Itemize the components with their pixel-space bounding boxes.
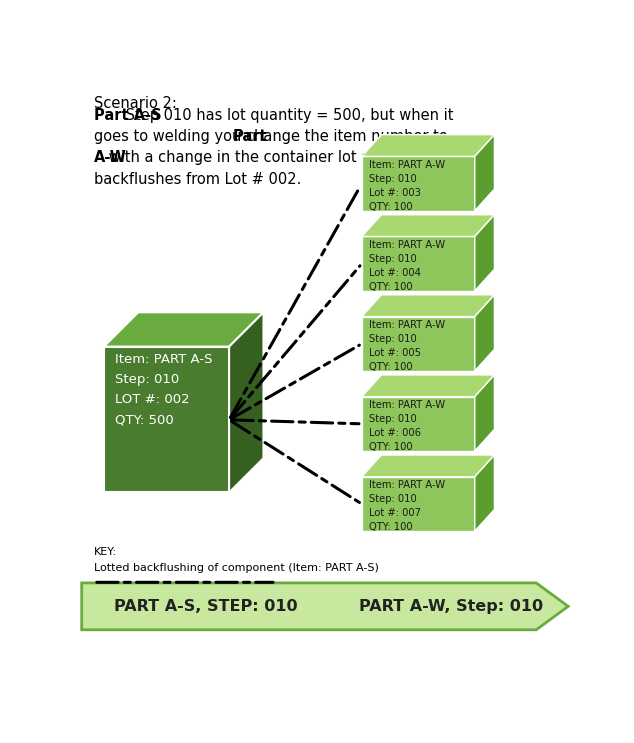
Text: Lotted backflushing of component (Item: PART A-S): Lotted backflushing of component (Item: …	[94, 563, 379, 573]
Text: A-W: A-W	[94, 150, 127, 166]
Text: Item: PART A-W
Step: 010
Lot #: 003
QTY: 100: Item: PART A-W Step: 010 Lot #: 003 QTY:…	[369, 160, 445, 212]
Text: with a change in the container lot size = 100: with a change in the container lot size …	[104, 150, 439, 166]
Text: Part A-S: Part A-S	[94, 108, 162, 123]
Polygon shape	[362, 397, 475, 451]
Text: KEY:: KEY:	[94, 547, 117, 557]
Polygon shape	[104, 346, 229, 493]
Text: Item: PART A-W
Step: 010
Lot #: 005
QTY: 100: Item: PART A-W Step: 010 Lot #: 005 QTY:…	[369, 320, 445, 372]
Polygon shape	[362, 156, 475, 211]
Text: Item: PART A-S
Step: 010
LOT #: 002
QTY: 500: Item: PART A-S Step: 010 LOT #: 002 QTY:…	[115, 354, 212, 426]
Polygon shape	[362, 236, 475, 291]
Polygon shape	[475, 295, 495, 371]
Polygon shape	[104, 312, 264, 346]
Polygon shape	[82, 583, 568, 630]
Polygon shape	[362, 295, 495, 317]
Polygon shape	[475, 375, 495, 451]
Text: goes to welding you change the item number to: goes to welding you change the item numb…	[94, 129, 453, 144]
Polygon shape	[362, 317, 475, 371]
Polygon shape	[362, 375, 495, 397]
Polygon shape	[362, 134, 495, 156]
Polygon shape	[475, 455, 495, 531]
Text: Item: PART A-W
Step: 010
Lot #: 007
QTY: 100: Item: PART A-W Step: 010 Lot #: 007 QTY:…	[369, 480, 445, 532]
Polygon shape	[475, 134, 495, 211]
Polygon shape	[362, 215, 495, 236]
Polygon shape	[475, 215, 495, 291]
Text: Step 010 has lot quantity = 500, but when it: Step 010 has lot quantity = 500, but whe…	[121, 108, 453, 123]
Text: Part: Part	[233, 129, 268, 144]
Polygon shape	[362, 455, 495, 477]
Text: Item: PART A-W
Step: 010
Lot #: 006
QTY: 100: Item: PART A-W Step: 010 Lot #: 006 QTY:…	[369, 400, 445, 452]
Text: PART A-S, STEP: 010: PART A-S, STEP: 010	[113, 599, 297, 614]
Text: Item: PART A-W
Step: 010
Lot #: 004
QTY: 100: Item: PART A-W Step: 010 Lot #: 004 QTY:…	[369, 240, 445, 292]
Text: Scenario 2:: Scenario 2:	[94, 96, 177, 111]
Polygon shape	[229, 312, 264, 493]
Polygon shape	[362, 477, 475, 531]
Text: PART A-W, Step: 010: PART A-W, Step: 010	[359, 599, 543, 614]
Text: backflushes from Lot # 002.: backflushes from Lot # 002.	[94, 172, 301, 186]
